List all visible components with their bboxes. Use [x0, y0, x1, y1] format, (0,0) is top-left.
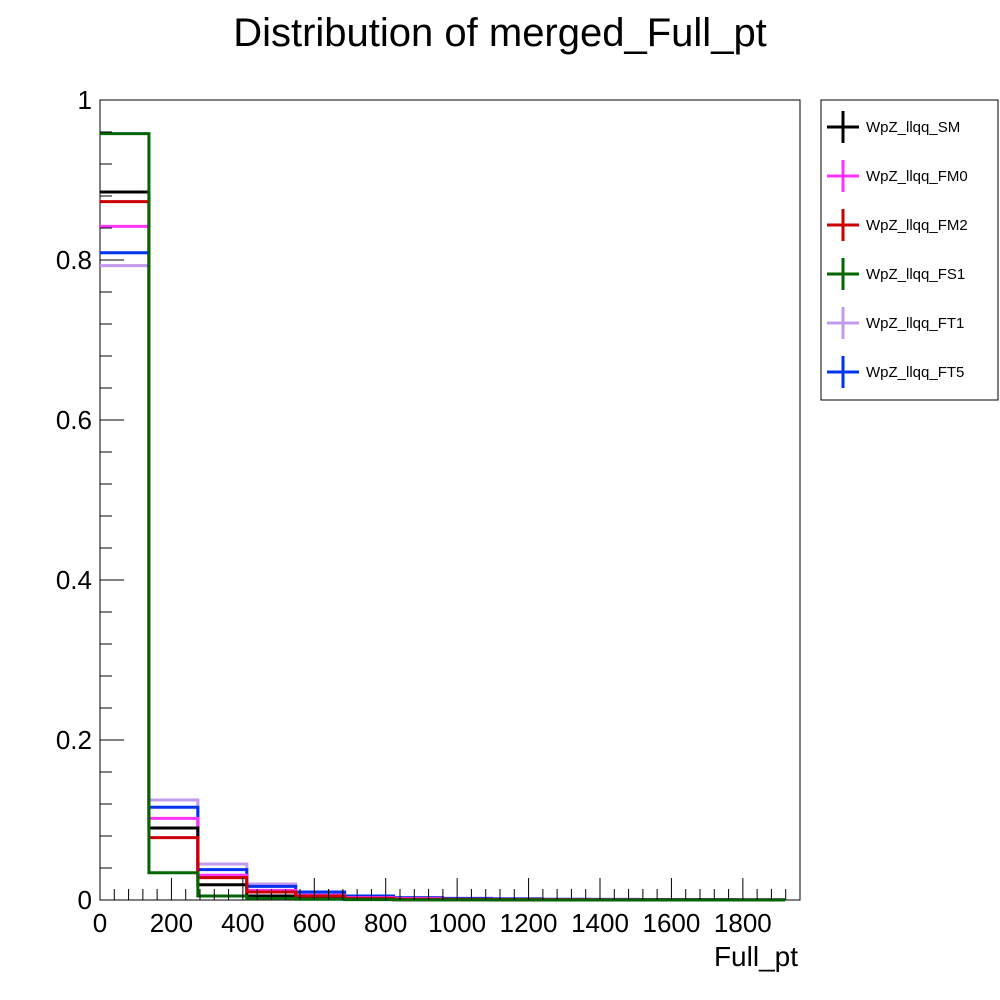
series-line-WpZ_llqq_SM [100, 190, 785, 902]
y-tick-label: 0 [78, 885, 92, 915]
series-line-WpZ_llqq_FT1 [100, 264, 785, 902]
legend-label: WpZ_llqq_FS1 [866, 266, 965, 283]
x-tick-label: 1800 [714, 908, 772, 938]
legend-frame [820, 99, 999, 401]
y-tick-label: 0.4 [56, 565, 92, 595]
x-tick-label: 600 [293, 908, 336, 938]
x-tick-label: 400 [221, 908, 264, 938]
y-tick-label: 0.6 [56, 405, 92, 435]
series-layer [100, 132, 785, 902]
axis-layer: 0 0.2 0.4 0.6 0.8 1 0 200 400 600 800 1000 1200 1400 1… [56, 85, 787, 938]
x-tick-label: 1200 [500, 908, 558, 938]
legend-label: WpZ_llqq_SM [866, 119, 960, 136]
series-line-WpZ_llqq_FT5 [100, 251, 785, 902]
y-tick-label: 1 [78, 85, 92, 115]
legend-label: WpZ_llqq_FM0 [866, 168, 968, 185]
legend: WpZ_llqq_SM WpZ_llqq_FM0 WpZ_llqq_FM2 WpZ_l… [820, 99, 999, 401]
y-tick-label: 0.2 [56, 725, 92, 755]
x-tick-label: 1400 [571, 908, 629, 938]
legend-label: WpZ_llqq_FT1 [866, 315, 964, 332]
chart-title: Distribution of merged_Full_pt [233, 11, 767, 55]
series-line-WpZ_llqq_FS1 [100, 132, 785, 902]
plot-frame [99, 99, 801, 901]
x-tick-label: 0 [93, 908, 107, 938]
series-line-WpZ_llqq_FM2 [100, 200, 785, 902]
x-tick-label: 1600 [643, 908, 701, 938]
x-tick-label: 200 [150, 908, 193, 938]
x-axis-title: Full_pt [714, 941, 798, 972]
x-tick-label: 800 [364, 908, 407, 938]
series-line-WpZ_llqq_FM0 [100, 224, 785, 902]
legend-label: WpZ_llqq_FT5 [866, 364, 964, 381]
x-tick-label: 1000 [428, 908, 486, 938]
y-tick-label: 0.8 [56, 245, 92, 275]
legend-label: WpZ_llqq_FM2 [866, 217, 968, 234]
